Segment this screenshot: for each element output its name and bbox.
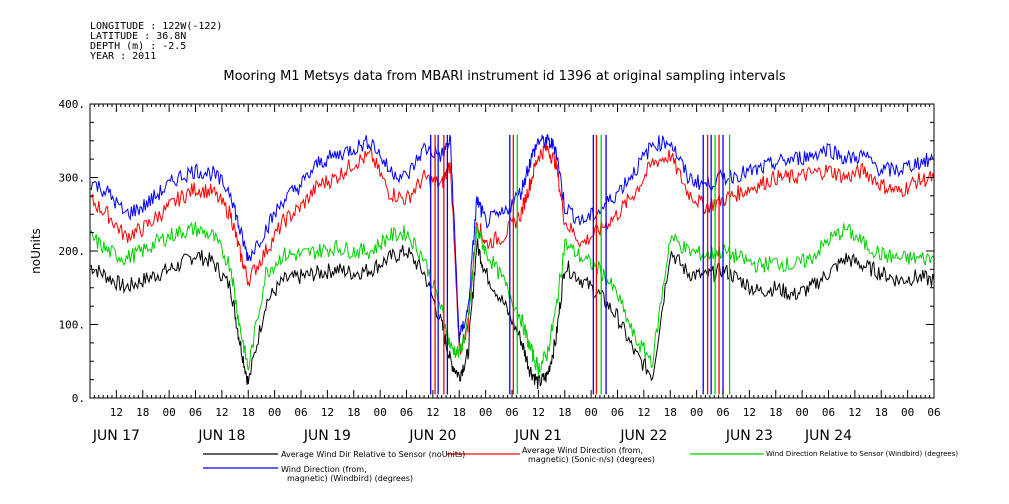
x-hour-label: 00 xyxy=(163,406,176,419)
x-hour-label: 00 xyxy=(901,406,914,419)
y-tick-label: 0. xyxy=(72,392,85,405)
depth-label: DEPTH (m) : -2.5 xyxy=(90,41,187,52)
x-hour-label: 06 xyxy=(294,406,307,419)
x-day-label: JUN 17 xyxy=(92,428,140,444)
x-day-label: JUN 19 xyxy=(303,428,351,444)
x-hour-label: 12 xyxy=(532,406,545,419)
x-hour-label: 06 xyxy=(822,406,835,419)
x-hour-label: 12 xyxy=(215,406,228,419)
longitude-label: LONGITUDE : 122W(-122) xyxy=(90,21,223,32)
x-hour-label: 00 xyxy=(479,406,492,419)
legend-label-black: Average Wind Dir Relative to Sensor (noU… xyxy=(281,450,466,459)
x-day-label: JUN 18 xyxy=(197,428,245,444)
legend-label-green: Wind Direction Relative to Sensor (Windb… xyxy=(766,450,959,458)
x-day-label: JUN 24 xyxy=(804,428,852,444)
series-line-0 xyxy=(89,238,935,390)
latitude-label: LATITUDE : 36.8N xyxy=(90,31,187,42)
x-hour-label: 06 xyxy=(400,406,413,419)
x-hour-label: 00 xyxy=(690,406,703,419)
x-hour-label: 12 xyxy=(426,406,439,419)
x-hour-label: 18 xyxy=(664,406,677,419)
x-hour-label: 00 xyxy=(585,406,598,419)
x-day-label: JUN 23 xyxy=(725,428,773,444)
x-day-label: JUN 21 xyxy=(514,428,562,444)
series-line-2 xyxy=(89,221,935,377)
x-day-label: JUN 20 xyxy=(408,428,456,444)
x-hour-label: 06 xyxy=(927,406,940,419)
x-hour-label: 18 xyxy=(136,406,149,419)
x-hour-label: 12 xyxy=(848,406,861,419)
x-hour-label: 18 xyxy=(558,406,571,419)
x-hour-label: 18 xyxy=(453,406,466,419)
year-label: YEAR : 2011 xyxy=(90,51,157,62)
x-hour-label: 18 xyxy=(347,406,360,419)
chart-title: Mooring M1 Metsys data from MBARI instru… xyxy=(223,69,786,84)
plot-frame xyxy=(89,103,935,399)
y-axis-label: noUnits xyxy=(29,228,43,274)
y-tick-label: 200. xyxy=(59,245,86,258)
y-tick-label: 100. xyxy=(59,319,86,332)
y-tick-label: 300. xyxy=(59,172,86,185)
x-hour-label: 00 xyxy=(796,406,809,419)
x-hour-label: 18 xyxy=(875,406,888,419)
x-hour-label: 06 xyxy=(611,406,624,419)
x-hour-label: 06 xyxy=(189,406,202,419)
y-tick-label: 400. xyxy=(59,98,86,111)
x-hour-label: 12 xyxy=(321,406,334,419)
x-hour-label: 12 xyxy=(637,406,650,419)
x-day-label: JUN 22 xyxy=(619,428,667,444)
legend-label-blue: Wind Direction (from, magnetic) (Windbir… xyxy=(281,465,414,483)
x-hour-label: 00 xyxy=(374,406,387,419)
legend-label-red: Average Wind Direction (from, magnetic) … xyxy=(522,446,655,464)
x-hour-label: 18 xyxy=(769,406,782,419)
x-hour-label: 00 xyxy=(268,406,281,419)
x-hour-label: 06 xyxy=(716,406,729,419)
series-line-1 xyxy=(89,141,935,355)
x-hour-label: 06 xyxy=(505,406,518,419)
x-hour-label: 18 xyxy=(242,406,255,419)
x-hour-label: 12 xyxy=(743,406,756,419)
x-hour-label: 12 xyxy=(110,406,123,419)
series-line-3 xyxy=(89,134,935,344)
